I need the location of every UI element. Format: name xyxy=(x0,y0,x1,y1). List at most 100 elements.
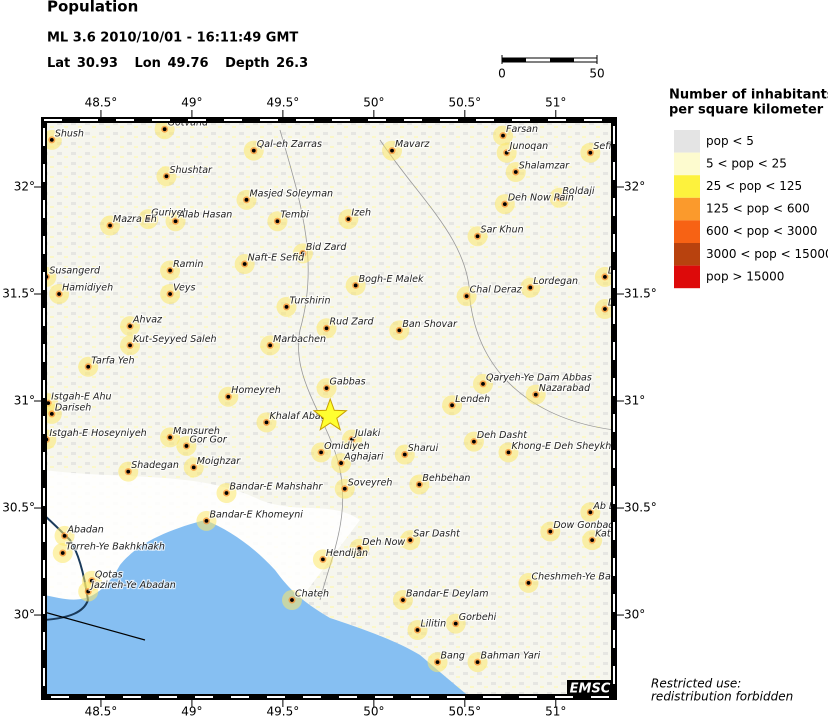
legend-swatch xyxy=(674,197,700,221)
city-label: Mazra Eh xyxy=(113,214,157,225)
city-dot xyxy=(513,170,518,174)
city-label: Soveyreh xyxy=(348,477,393,488)
city-label: Ban Shovar xyxy=(402,319,458,330)
city-dot xyxy=(453,621,458,626)
city-label: Bang xyxy=(441,651,465,662)
city-label: Shadegan xyxy=(131,460,179,471)
legend-title: per square kilometer xyxy=(669,103,824,118)
city-label: Omidiyeh xyxy=(324,441,370,452)
city-label: Gor Gor xyxy=(189,434,227,445)
city-dot xyxy=(275,219,280,224)
city-label: Hendijan xyxy=(326,548,368,559)
city-label: Tarfa Yeh xyxy=(91,355,134,366)
legend-label: 5 < pop < 25 xyxy=(706,156,787,170)
legend-swatch xyxy=(674,152,700,176)
city-dot xyxy=(501,133,505,138)
lat-tick-label: 30° xyxy=(624,608,645,622)
city-dot xyxy=(401,598,405,602)
city-label: Cheshmeh-Ye Ba xyxy=(531,571,610,582)
lon-tick-label: 49° xyxy=(181,96,202,110)
city-dot xyxy=(526,581,531,585)
population-halo xyxy=(44,429,57,450)
lat-tick-label: 31.5° xyxy=(2,286,35,300)
city-dot xyxy=(321,557,325,562)
city-dot xyxy=(86,364,91,369)
city-label: Behbehan xyxy=(422,473,470,484)
city-dot xyxy=(475,234,480,239)
city-label: Ab Dehg xyxy=(592,501,634,512)
city-dot xyxy=(502,202,507,207)
city-dot xyxy=(472,439,476,444)
city-dot xyxy=(184,444,189,448)
city-dot xyxy=(324,326,329,331)
city-dot xyxy=(357,546,362,551)
city-dot xyxy=(533,392,538,397)
city-dot xyxy=(590,538,595,543)
city-dot xyxy=(49,411,54,416)
city-dot xyxy=(417,482,422,487)
city-dot xyxy=(60,551,65,555)
lon-tick-label: 51° xyxy=(545,705,566,719)
legend-swatch xyxy=(674,220,700,243)
city-dot xyxy=(588,510,593,515)
legend-label: pop > 15000 xyxy=(706,269,784,283)
city-dot xyxy=(588,150,593,155)
city-dot xyxy=(346,217,351,221)
lat-tick-label: 31° xyxy=(624,394,645,408)
city-label: Deh Now Pain xyxy=(508,193,574,204)
lon-tick-label: 49.5° xyxy=(267,705,300,719)
city-label: Moighzar xyxy=(197,456,242,467)
city-label: Sar Dasht xyxy=(413,529,461,540)
city-label: Nazarabad xyxy=(539,383,591,394)
logo-box xyxy=(567,680,613,696)
lat-tick-label: 30.5° xyxy=(624,501,657,515)
city-label: Rud Zard xyxy=(330,317,375,328)
lon-tick-label: 50° xyxy=(363,705,384,719)
cities: Shush Gotvand Shushtar Qal-eh Zarras Masjed … xyxy=(44,118,637,673)
city-dot xyxy=(435,660,440,665)
city-dot xyxy=(350,437,354,442)
frame-border xyxy=(41,117,617,700)
city-dot xyxy=(339,461,343,465)
lon-value: 49.76 xyxy=(167,56,208,71)
lon-tick-label: 48.5° xyxy=(85,705,118,719)
legend-title: Number of inhabitants xyxy=(669,88,828,103)
epicenter xyxy=(312,397,348,431)
city-label: Qaryeh-Ye Dam Abbas xyxy=(486,372,592,383)
city-dot xyxy=(450,403,454,408)
lon-tick-label: 49° xyxy=(181,705,202,719)
city-label: Hamidiyeh xyxy=(62,282,113,293)
lat-tick-label: 32° xyxy=(624,179,645,193)
city-label: Khong-E Deh Sheykh xyxy=(511,441,611,452)
border-line xyxy=(44,611,146,641)
city-dot xyxy=(224,491,229,495)
city-label: Sefid xyxy=(593,141,618,152)
city-dot xyxy=(46,401,51,406)
city-dot xyxy=(264,420,269,425)
notice: Restricted use: xyxy=(651,677,741,691)
city-label: Lilitin xyxy=(421,619,447,630)
depth-label: Depth xyxy=(225,56,269,71)
city-dot xyxy=(268,343,273,348)
lat-tick-label: 30° xyxy=(14,608,35,622)
city-label: Dow Gonbadan xyxy=(553,520,626,531)
city-label: Shalamzar xyxy=(519,161,570,172)
city-dot xyxy=(128,324,132,329)
city-dot xyxy=(481,381,485,386)
lon-tick-label: 50.5° xyxy=(448,705,481,719)
city-dot xyxy=(475,660,480,665)
city-label: Susangerd xyxy=(49,265,101,276)
city-label: Deh-E xyxy=(608,297,637,308)
city-label: Jazireh-Ye Abadan xyxy=(89,580,176,591)
city-label: Bahman Yari xyxy=(481,651,541,662)
city-dot xyxy=(108,223,112,228)
map-area: Shush Gotvand Shushtar Qal-eh Zarras Masjed … xyxy=(44,118,637,697)
city-dot xyxy=(164,174,169,179)
lon-label: Lon xyxy=(134,56,160,71)
city-label: Gotvand xyxy=(168,118,209,129)
notice: redistribution forbidden xyxy=(651,690,793,704)
lon-tick-label: 49.5° xyxy=(267,96,300,110)
city-dot xyxy=(342,486,347,491)
city-label: Qal-eh Zarras xyxy=(257,139,322,150)
city-label: Bogh-E Malek xyxy=(359,274,424,285)
